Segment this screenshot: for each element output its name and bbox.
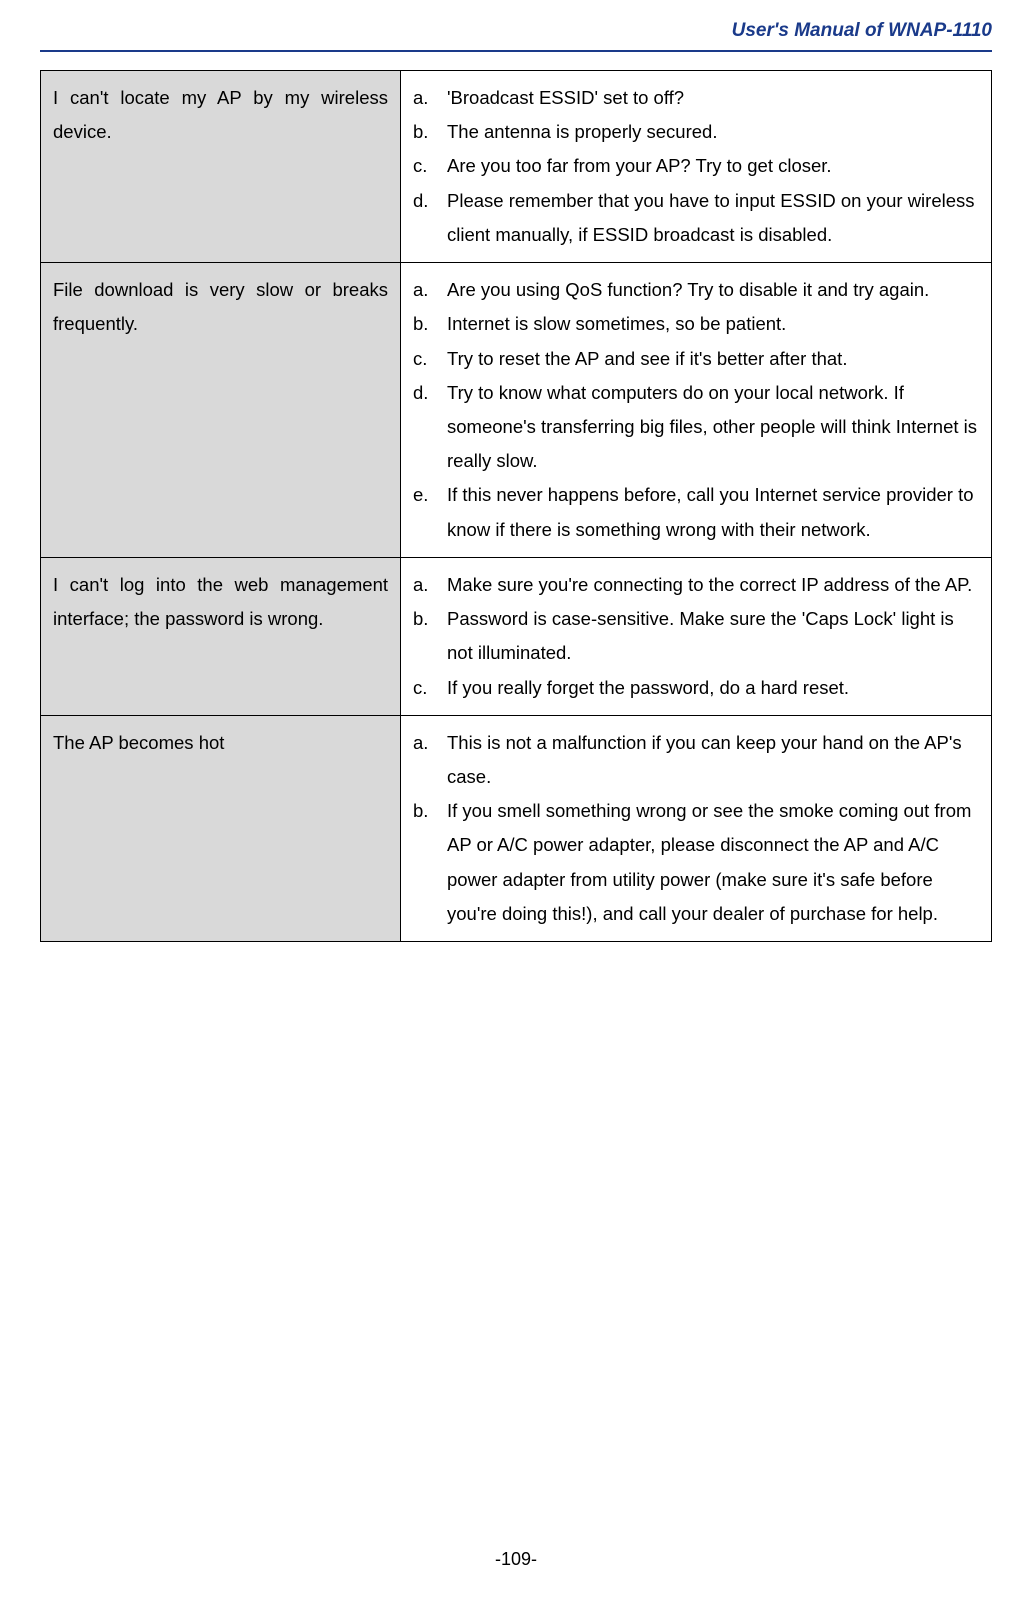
table-row: The AP becomes hot a. This is not a malf… <box>41 715 992 941</box>
solution-item: a. Are you using QoS function? Try to di… <box>413 273 979 307</box>
header-title: User's Manual of WNAP-1110 <box>732 20 992 41</box>
solution-letter: a. <box>413 726 447 794</box>
solution-letter: c. <box>413 671 447 705</box>
solution-list: a. Are you using QoS function? Try to di… <box>413 273 979 547</box>
solution-item: a. Make sure you're connecting to the co… <box>413 568 979 602</box>
solution-letter: c. <box>413 342 447 376</box>
solution-letter: d. <box>413 376 447 479</box>
table-row: File download is very slow or breaks fre… <box>41 263 992 558</box>
troubleshooting-table: I can't locate my AP by my wireless devi… <box>40 70 992 942</box>
solution-list: a. This is not a malfunction if you can … <box>413 726 979 931</box>
solution-item: b. If you smell something wrong or see t… <box>413 794 979 931</box>
solution-cell: a. Make sure you're connecting to the co… <box>401 557 992 715</box>
problem-text: I can't locate my AP by my wireless devi… <box>53 87 388 142</box>
solution-text: Please remember that you have to input E… <box>447 184 979 252</box>
solution-letter: d. <box>413 184 447 252</box>
solution-letter: a. <box>413 81 447 115</box>
solution-item: c. If you really forget the password, do… <box>413 671 979 705</box>
solution-letter: b. <box>413 794 447 931</box>
solution-item: a. 'Broadcast ESSID' set to off? <box>413 81 979 115</box>
solution-letter: a. <box>413 568 447 602</box>
solution-text: Are you using QoS function? Try to disab… <box>447 273 979 307</box>
solution-list: a. Make sure you're connecting to the co… <box>413 568 979 705</box>
page-number: -109- <box>0 1549 1032 1570</box>
table-body: I can't locate my AP by my wireless devi… <box>41 71 992 942</box>
problem-cell: I can't log into the web management inte… <box>41 557 401 715</box>
solution-text: If you smell something wrong or see the … <box>447 794 979 931</box>
page-number-text: -109- <box>495 1549 537 1569</box>
solution-item: e. If this never happens before, call yo… <box>413 478 979 546</box>
page-container: User's Manual of WNAP-1110 I can't locat… <box>0 0 1032 942</box>
solution-item: b. Password is case-sensitive. Make sure… <box>413 602 979 670</box>
problem-cell: The AP becomes hot <box>41 715 401 941</box>
solution-item: d. Try to know what computers do on your… <box>413 376 979 479</box>
solution-text: Try to reset the AP and see if it's bett… <box>447 342 979 376</box>
solution-letter: b. <box>413 307 447 341</box>
solution-text: Internet is slow sometimes, so be patien… <box>447 307 979 341</box>
solution-text: Are you too far from your AP? Try to get… <box>447 149 979 183</box>
problem-text: The AP becomes hot <box>53 732 224 753</box>
table-row: I can't locate my AP by my wireless devi… <box>41 71 992 263</box>
solution-cell: a. This is not a malfunction if you can … <box>401 715 992 941</box>
solution-item: c. Are you too far from your AP? Try to … <box>413 149 979 183</box>
solution-text: The antenna is properly secured. <box>447 115 979 149</box>
solution-list: a. 'Broadcast ESSID' set to off? b. The … <box>413 81 979 252</box>
solution-letter: b. <box>413 115 447 149</box>
solution-item: c. Try to reset the AP and see if it's b… <box>413 342 979 376</box>
solution-text: Make sure you're connecting to the corre… <box>447 568 979 602</box>
solution-text: This is not a malfunction if you can kee… <box>447 726 979 794</box>
solution-text: If you really forget the password, do a … <box>447 671 979 705</box>
solution-cell: a. 'Broadcast ESSID' set to off? b. The … <box>401 71 992 263</box>
solution-item: a. This is not a malfunction if you can … <box>413 726 979 794</box>
solution-text: Try to know what computers do on your lo… <box>447 376 979 479</box>
solution-text: Password is case-sensitive. Make sure th… <box>447 602 979 670</box>
solution-item: d. Please remember that you have to inpu… <box>413 184 979 252</box>
problem-cell: File download is very slow or breaks fre… <box>41 263 401 558</box>
document-header: User's Manual of WNAP-1110 <box>40 20 992 52</box>
problem-text: File download is very slow or breaks fre… <box>53 279 388 334</box>
solution-letter: b. <box>413 602 447 670</box>
solution-letter: c. <box>413 149 447 183</box>
solution-item: b. Internet is slow sometimes, so be pat… <box>413 307 979 341</box>
solution-cell: a. Are you using QoS function? Try to di… <box>401 263 992 558</box>
solution-letter: e. <box>413 478 447 546</box>
problem-cell: I can't locate my AP by my wireless devi… <box>41 71 401 263</box>
solution-text: 'Broadcast ESSID' set to off? <box>447 81 979 115</box>
solution-text: If this never happens before, call you I… <box>447 478 979 546</box>
solution-letter: a. <box>413 273 447 307</box>
solution-item: b. The antenna is properly secured. <box>413 115 979 149</box>
table-row: I can't log into the web management inte… <box>41 557 992 715</box>
problem-text: I can't log into the web management inte… <box>53 574 388 629</box>
